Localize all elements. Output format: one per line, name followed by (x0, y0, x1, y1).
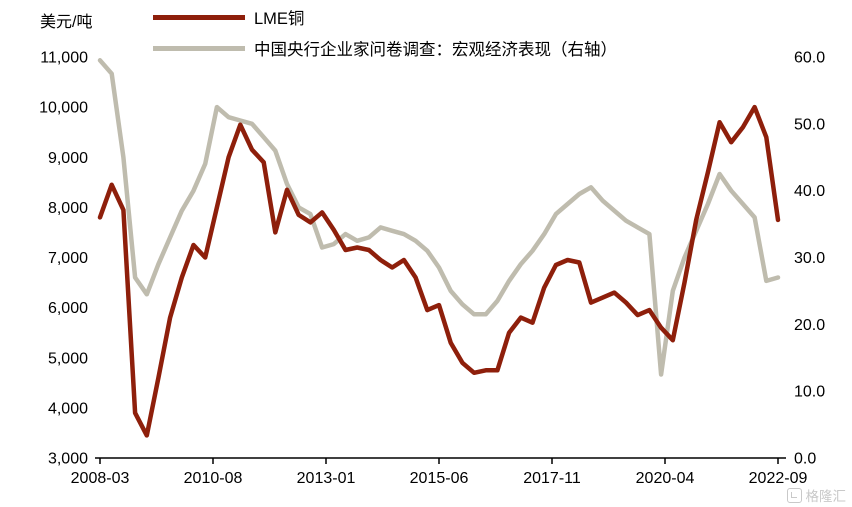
left-axis-tick-label: 9,000 (48, 150, 88, 167)
x-tick-label: 2015-06 (410, 470, 469, 487)
left-axis-title: 美元/吨 (40, 14, 93, 31)
pboc-survey-label: 中国央行企业家问卷调查：宏观经济表现（右轴） (254, 41, 617, 59)
legend-item-lme-copper: LME铜 (153, 6, 617, 28)
legend-item-pboc-survey: 中国央行企业家问卷调查：宏观经济表现（右轴） (153, 37, 617, 59)
pboc-survey-swatch (153, 45, 245, 51)
left-axis-tick-label: 7,000 (48, 250, 88, 267)
left-axis-tick-label: 10,000 (39, 100, 88, 117)
left-axis-tick-label: 11,000 (40, 50, 88, 67)
left-axis-tick-label: 3,000 (48, 451, 88, 468)
lme-copper-line (97, 104, 781, 438)
watermark: 格隆汇 (786, 485, 847, 505)
left-axis-tick-label: 5,000 (48, 350, 88, 367)
right-axis-tick-label: 40.0 (794, 183, 825, 200)
x-tick-label: 2013-01 (297, 470, 356, 487)
pboc-survey-line (97, 58, 781, 377)
x-tick-label: 2010-08 (184, 470, 243, 487)
left-axis-tick-label: 6,000 (48, 300, 88, 317)
right-axis-tick-label: 30.0 (794, 250, 825, 267)
right-axis-tick-label: 0.0 (794, 451, 816, 468)
x-tick-label: 2008-03 (71, 470, 130, 487)
right-axis-tick-label: 20.0 (794, 317, 825, 334)
watermark-text: 格隆汇 (805, 489, 847, 504)
lme-copper-label: LME铜 (254, 10, 305, 28)
right-axis-tick-label: 10.0 (794, 384, 825, 401)
right-axis-tick-label: 60.0 (794, 50, 825, 67)
left-axis-tick-label: 4,000 (48, 400, 88, 417)
left-axis-tick-label: 8,000 (48, 200, 88, 217)
x-tick-label: 2022-09 (749, 470, 808, 487)
gelonghui-logo-icon (786, 487, 802, 503)
x-tick-label: 2020-04 (636, 470, 695, 487)
right-axis-tick-label: 50.0 (794, 116, 825, 133)
legend: LME铜 中国央行企业家问卷调查：宏观经济表现（右轴） (153, 6, 617, 68)
lme-copper-swatch (153, 14, 245, 20)
x-tick-label: 2017-11 (523, 470, 581, 487)
